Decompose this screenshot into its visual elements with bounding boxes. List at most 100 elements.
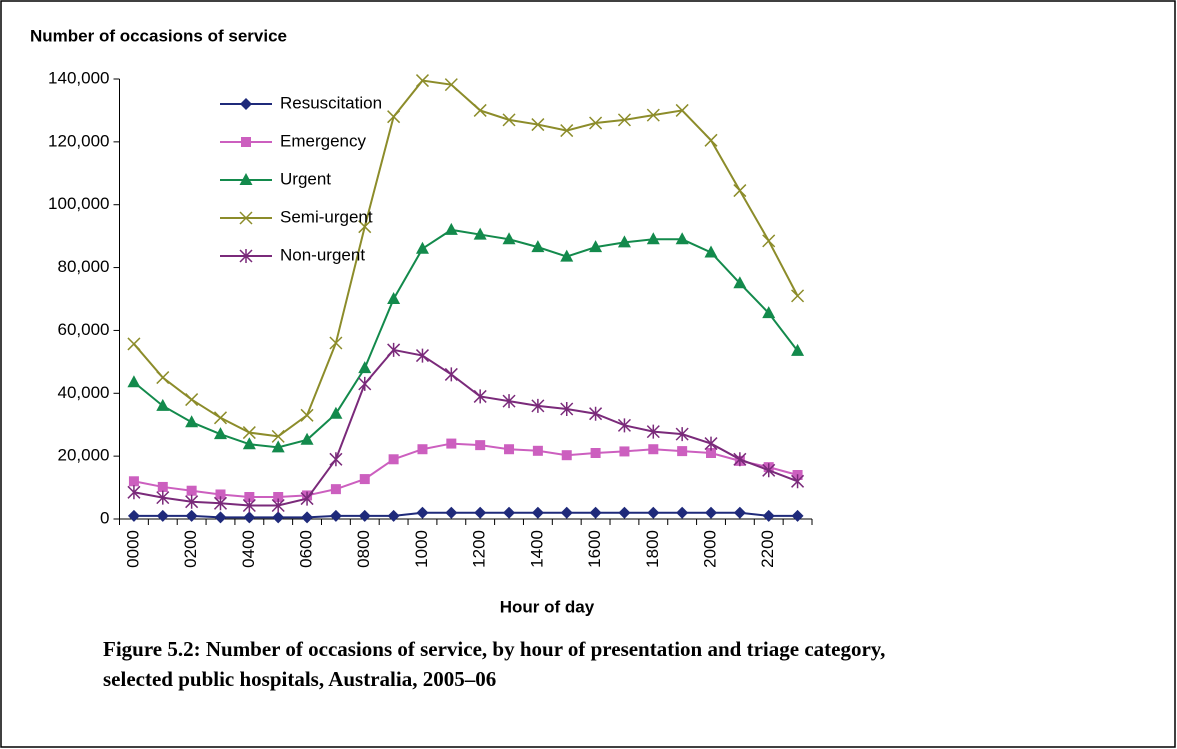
point <box>762 234 776 248</box>
point <box>157 481 168 492</box>
point <box>589 506 602 519</box>
x-tick-label: 0600 <box>297 530 316 568</box>
point <box>300 432 314 445</box>
point <box>504 444 515 455</box>
series-line <box>133 228 799 449</box>
point <box>387 509 400 522</box>
x-tick-label: 0200 <box>181 530 200 568</box>
point <box>733 506 746 519</box>
x-tick-label: 2000 <box>700 530 719 568</box>
point <box>387 110 401 124</box>
point <box>127 375 141 388</box>
point <box>473 227 487 240</box>
point <box>213 496 228 511</box>
point <box>387 342 401 357</box>
point <box>127 509 140 522</box>
point <box>329 406 343 419</box>
point <box>648 444 659 455</box>
point <box>503 506 516 519</box>
legend-label: Non-urgent <box>280 245 365 264</box>
legend-label: Resuscitation <box>280 93 382 112</box>
point <box>619 446 630 457</box>
point <box>675 103 689 117</box>
legend-marker <box>241 137 251 147</box>
point <box>560 124 574 138</box>
point <box>475 440 486 451</box>
point <box>127 337 141 351</box>
point <box>531 118 545 132</box>
point <box>213 427 227 440</box>
point <box>242 426 256 440</box>
point <box>359 474 370 485</box>
point <box>417 444 428 455</box>
point <box>646 424 660 439</box>
point <box>388 454 399 465</box>
point <box>618 506 631 519</box>
point <box>444 78 458 92</box>
y-tick-label: 0 <box>100 508 109 527</box>
point <box>156 490 170 505</box>
point <box>301 511 314 524</box>
point <box>704 245 718 258</box>
point <box>185 494 199 509</box>
point <box>358 220 372 234</box>
x-tick-label: 1400 <box>527 530 546 568</box>
legend-marker <box>240 98 252 110</box>
point <box>589 116 603 130</box>
point <box>330 484 341 495</box>
point <box>647 506 660 519</box>
point <box>128 476 139 487</box>
point <box>704 133 718 147</box>
point <box>186 485 197 496</box>
point <box>705 506 718 519</box>
point <box>242 498 256 513</box>
point <box>473 103 487 117</box>
point <box>213 411 228 425</box>
point <box>242 437 256 450</box>
x-tick-label: 1000 <box>412 530 431 568</box>
x-axis-title: Hour of day <box>500 597 595 616</box>
point <box>474 506 487 519</box>
point <box>127 485 141 500</box>
point <box>446 438 457 449</box>
legend-label: Emergency <box>280 131 366 150</box>
point <box>560 249 574 262</box>
point <box>646 232 660 245</box>
point <box>560 506 573 519</box>
x-tick-label: 1800 <box>643 530 662 568</box>
point <box>214 511 227 524</box>
series-line <box>133 442 798 498</box>
point <box>733 452 747 467</box>
point <box>676 506 689 519</box>
x-tick-label: 0800 <box>354 530 373 568</box>
point <box>473 389 487 404</box>
point <box>677 446 688 457</box>
point <box>617 418 631 433</box>
point <box>185 393 199 407</box>
x-tick-label: 2200 <box>758 530 777 568</box>
series-line <box>133 348 798 507</box>
point <box>215 489 226 500</box>
point <box>271 429 285 443</box>
point <box>415 74 429 88</box>
y-tick-label: 40,000 <box>58 383 110 402</box>
series-line <box>133 79 799 438</box>
point <box>531 506 544 519</box>
legend-marker <box>239 173 253 185</box>
point <box>329 452 343 467</box>
point <box>589 406 603 421</box>
point <box>271 498 285 513</box>
point <box>416 506 429 519</box>
x-tick-label: 1200 <box>470 530 489 568</box>
point <box>590 448 601 458</box>
point <box>617 235 631 248</box>
x-tick-label: 0000 <box>123 530 142 568</box>
point <box>358 361 372 374</box>
y-tick-label: 140,000 <box>48 68 109 87</box>
point <box>646 108 660 122</box>
point <box>675 232 689 245</box>
point <box>185 415 199 428</box>
point <box>244 492 255 502</box>
